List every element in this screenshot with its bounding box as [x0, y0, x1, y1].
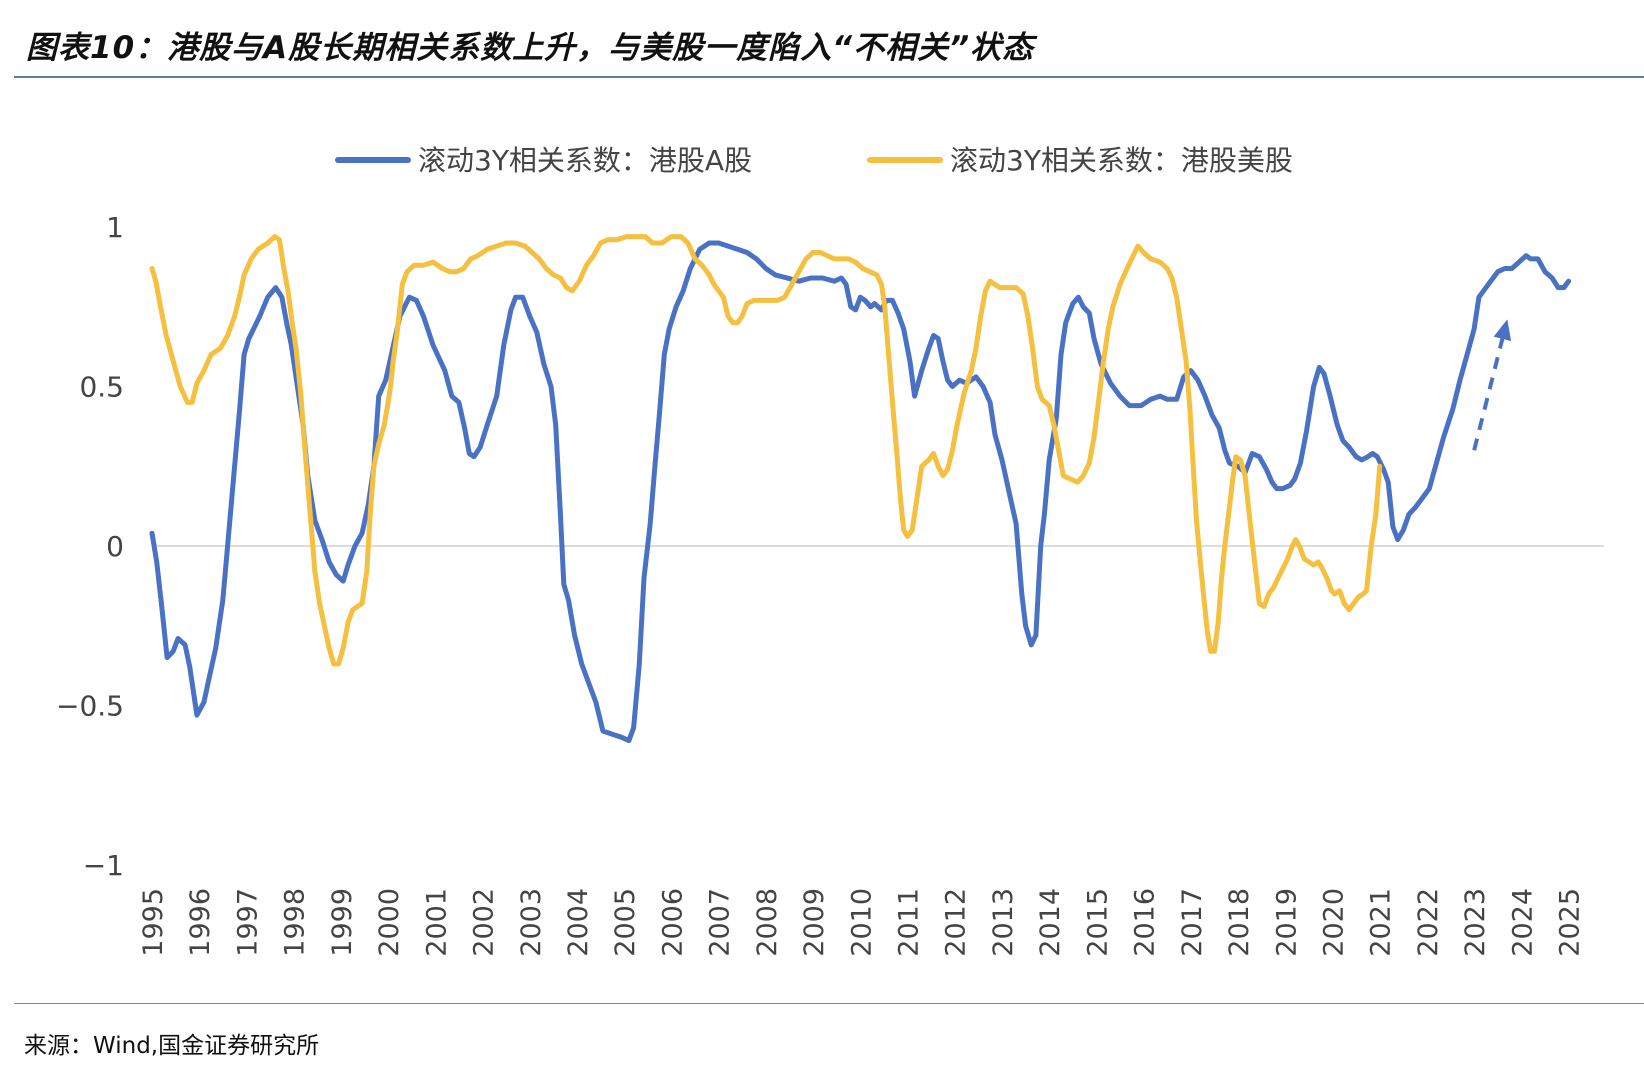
x-tick-label: 2021	[1366, 888, 1397, 957]
page-title: 图表10：港股与A股长期相关系数上升，与美股一度陷入“不相关”状态	[26, 30, 1035, 66]
legend-label-a: 滚动3Y相关系数：港股A股	[418, 144, 752, 177]
header-rule	[14, 76, 1644, 78]
x-tick-label: 2024	[1507, 888, 1538, 957]
x-tick-label: 1999	[327, 888, 358, 957]
x-tick-label: 2018	[1224, 888, 1255, 957]
x-tick-label: 2015	[1082, 888, 1113, 957]
x-tick-label: 1995	[138, 888, 169, 957]
x-tick-label: 2023	[1460, 888, 1491, 957]
y-tick-label: 0.5	[79, 371, 124, 404]
x-tick-label: 2001	[421, 888, 452, 957]
x-tick-label: 2014	[1035, 888, 1066, 957]
x-tick-label: 1997	[232, 888, 263, 957]
footer-rule	[14, 1003, 1644, 1004]
x-tick-label: 2016	[1130, 888, 1161, 957]
legend: 滚动3Y相关系数：港股A股 滚动3Y相关系数：港股美股	[335, 144, 1293, 177]
trend-arrow-shaft	[1472, 328, 1507, 451]
x-tick-label: 2020	[1318, 888, 1349, 957]
trend-arrow-head	[1493, 319, 1512, 341]
series-line-hk-us	[149, 234, 1383, 667]
x-tick-label: 2000	[374, 888, 405, 957]
x-tick-label: 2002	[469, 888, 500, 957]
source-note: 来源：Wind,国金证券研究所	[24, 1033, 320, 1059]
x-tick-label: 2012	[941, 888, 972, 957]
x-tick-label: 1996	[185, 888, 216, 957]
x-axis: 1995 1996 1997 1998 1999 2000 2001 2002 2003 2004…	[138, 888, 1586, 957]
x-tick-label: 2007	[705, 888, 736, 957]
y-axis: 1 0.5 0 −0.5 −1	[56, 211, 124, 882]
x-tick-label: 2004	[563, 888, 594, 957]
line-chart: 滚动3Y相关系数：港股A股 滚动3Y相关系数：港股美股 10.50−0.5−1 …	[56, 144, 1604, 957]
x-tick-label: 2022	[1413, 888, 1444, 957]
y-tick-label: −0.5	[56, 690, 124, 723]
plot-area	[149, 234, 1604, 744]
x-tick-label: 2008	[752, 888, 783, 957]
x-tick-label: 2005	[610, 888, 641, 957]
x-tick-label: 2011	[894, 888, 925, 957]
y-tick-label: 0	[106, 530, 124, 563]
x-tick-label: 2010	[846, 888, 877, 957]
y-tick-label: 1	[106, 211, 124, 244]
x-tick-label: 2025	[1555, 888, 1586, 957]
x-tick-label: 2013	[988, 888, 1019, 957]
y-tick-label: −1	[83, 849, 124, 882]
x-tick-label: 2009	[799, 888, 830, 957]
x-tick-label: 2019	[1271, 888, 1302, 957]
x-tick-label: 2006	[657, 888, 688, 957]
series-line-hk-a	[149, 240, 1572, 744]
x-tick-label: 2017	[1177, 888, 1208, 957]
x-tick-label: 2003	[516, 888, 547, 957]
x-tick-label: 1998	[280, 888, 311, 957]
legend-label-us: 滚动3Y相关系数：港股美股	[950, 144, 1293, 177]
